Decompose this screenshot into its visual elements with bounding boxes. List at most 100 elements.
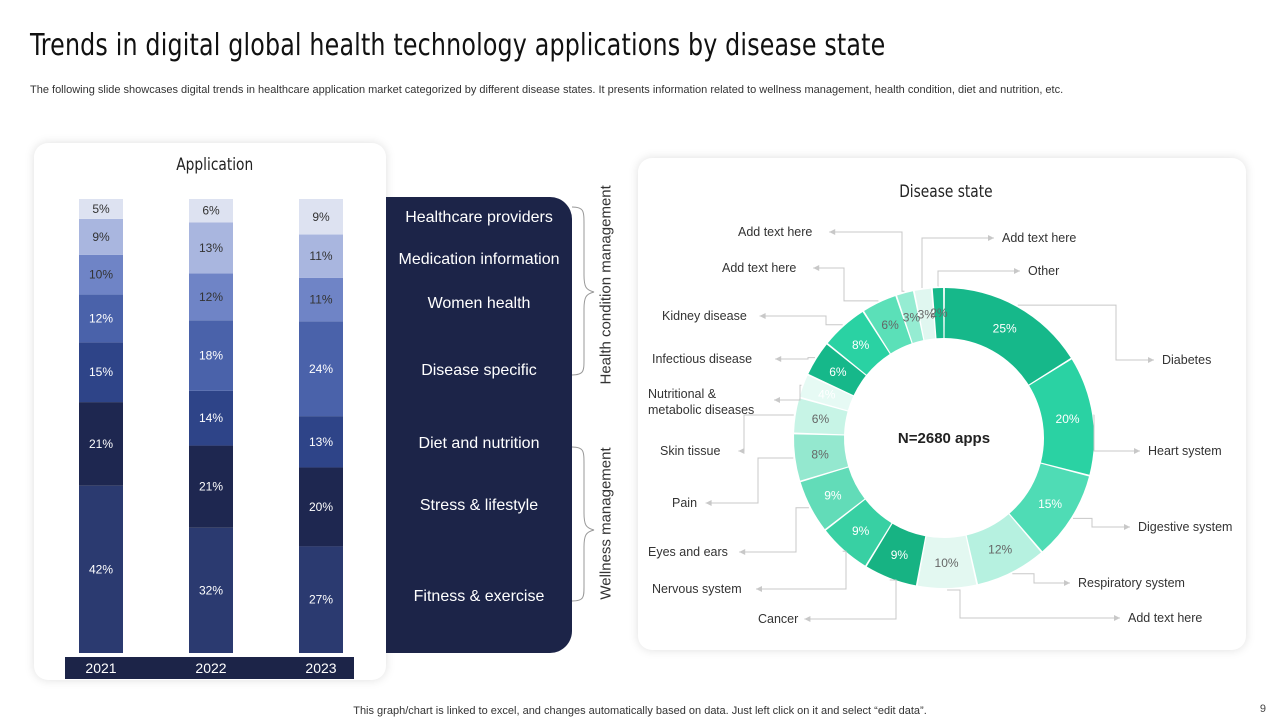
callout-line-11 xyxy=(775,357,816,360)
callout-arrow-4 xyxy=(1114,615,1120,621)
callout-label-13-add-text-here: Add text here xyxy=(722,261,796,275)
donut-slice-0-diabetes xyxy=(944,288,1071,385)
donut-slice-3-respiratory-system xyxy=(966,514,1042,585)
donut-slice-8-pain xyxy=(794,434,849,481)
donut-slice-7-eyes-and-ears xyxy=(800,467,865,530)
callout-arrow-9 xyxy=(738,448,745,454)
bar-segment-2023-healthcare-providers xyxy=(299,199,343,235)
callout-arrow-0 xyxy=(1148,357,1154,363)
callout-label-5-cancer: Cancer xyxy=(758,612,798,626)
callout-line-13 xyxy=(813,267,879,302)
panel-item-women-health: Women health xyxy=(427,295,531,312)
donut-percent-6: 9% xyxy=(852,524,870,538)
bar-label-2023-diet-and-nutrition: 13% xyxy=(309,435,333,449)
callout-line-12 xyxy=(759,315,843,326)
bar-label-2021-disease-specific: 12% xyxy=(89,311,113,325)
brace-health-condition xyxy=(571,206,595,376)
donut-slice-12-kidney-disease xyxy=(827,312,890,375)
bar-label-2022-medication-information: 13% xyxy=(199,241,223,255)
donut-slice-16-other xyxy=(932,288,944,339)
bar-label-2022-fitness-exercise: 32% xyxy=(199,583,223,597)
callout-arrow-13 xyxy=(813,265,820,271)
callout-label-14-add-text-here: Add text here xyxy=(738,225,812,239)
panel-item-stress-lifestyle: Stress & lifestyle xyxy=(419,497,539,514)
donut-percent-8: 8% xyxy=(811,447,829,461)
bar-label-2023-stress-lifestyle: 20% xyxy=(309,500,333,514)
year-label-2022: 2022 xyxy=(195,660,226,676)
callout-line-5 xyxy=(804,579,897,620)
callout-label-10-nutritional-metabolic-diseases: Nutritional & metabolic diseases xyxy=(648,387,754,417)
bar-label-2021-stress-lifestyle: 21% xyxy=(89,437,113,451)
bar-label-2023-medication-information: 11% xyxy=(309,249,332,263)
bar-segment-2023-disease-specific xyxy=(299,321,343,417)
brace-group xyxy=(571,206,595,602)
callout-line-1 xyxy=(1093,414,1140,452)
page-number: 9 xyxy=(1259,703,1266,715)
donut-slice-9-skin-tissue xyxy=(794,398,848,435)
callout-arrow-16 xyxy=(1014,268,1020,274)
callout-label-0-diabetes: Diabetes xyxy=(1162,353,1211,367)
donut-percent-0: 25% xyxy=(993,322,1017,336)
donut-slice-4-add-text-here xyxy=(917,535,977,589)
callout-line-6 xyxy=(756,550,847,590)
bar-segment-2021-disease-specific xyxy=(79,294,123,343)
bar-segment-2022-disease-specific xyxy=(189,320,233,391)
panel-item-fitness-exercise: Fitness & exercise xyxy=(413,588,545,605)
donut-percent-15: 3% xyxy=(918,307,936,321)
bar-segment-2021-medication-information xyxy=(79,218,123,255)
donut-percent-2: 15% xyxy=(1038,497,1062,511)
callout-arrow-11 xyxy=(775,356,782,362)
donut-slice-2-digestive-system xyxy=(1009,463,1089,552)
bar-segment-2022-fitness-exercise xyxy=(189,527,233,653)
panel-item-healthcare-providers: Healthcare providers xyxy=(405,209,553,226)
callout-arrow-10 xyxy=(774,397,780,403)
bar-segment-2021-women-health xyxy=(79,254,123,295)
callout-label-7-eyes-and-ears: Eyes and ears xyxy=(648,545,728,559)
donut-percent-12: 8% xyxy=(852,338,870,352)
panel-item-diet-and-nutrition: Diet and nutrition xyxy=(418,435,540,452)
donut-percent-11: 6% xyxy=(829,365,847,379)
callout-label-11-infectious-disease: Infectious disease xyxy=(652,352,752,366)
disease-state-title: Disease state xyxy=(899,182,993,202)
callout-line-15 xyxy=(921,237,994,289)
application-chart-card: Application 42% 21% 15% 12% 10% 9% 5% 2021 32% 21… xyxy=(34,143,386,680)
page-title: Trends in digital global health technolo… xyxy=(30,28,886,63)
callout-arrow-15 xyxy=(988,235,994,241)
bar-segment-2021-stress-lifestyle xyxy=(79,402,123,486)
donut-percent-1: 20% xyxy=(1056,412,1080,426)
bar-segment-2023-diet-and-nutrition xyxy=(299,416,343,468)
bar-label-2023-fitness-exercise: 27% xyxy=(309,593,333,607)
callout-label-8-pain: Pain xyxy=(672,496,697,510)
callout-arrow-12 xyxy=(759,313,766,319)
callout-label-2-digestive-system: Digestive system xyxy=(1138,520,1232,534)
bar-label-2021-diet-and-nutrition: 15% xyxy=(89,365,113,379)
bar-segment-2023-medication-information xyxy=(299,234,343,278)
callout-line-16 xyxy=(937,270,1020,287)
donut-slice-11-infectious-disease xyxy=(808,344,866,396)
callout-label-1-heart-system: Heart system xyxy=(1148,444,1222,458)
disease-state-card: Disease state 25% Diabetes 20% Heart system… xyxy=(638,158,1246,650)
donut-slice-10-nutritional-metabolic-diseases xyxy=(799,375,854,411)
panel-item-medication-information: Medication information xyxy=(398,251,560,268)
donut-slice-5-cancer xyxy=(866,523,926,586)
bar-label-2021-fitness-exercise: 42% xyxy=(89,562,113,576)
bar-label-2022-healthcare-providers: 6% xyxy=(202,204,220,218)
bar-segment-2023-women-health xyxy=(299,277,343,322)
wellness-management-label: Wellness management xyxy=(597,447,615,600)
donut-percent-10: 4% xyxy=(818,388,836,402)
callout-arrow-3 xyxy=(1064,580,1070,586)
donut-percent-9: 6% xyxy=(812,412,830,426)
callout-arrow-2 xyxy=(1124,524,1130,530)
bar-label-2022-disease-specific: 18% xyxy=(199,349,223,363)
callout-line-0 xyxy=(1017,304,1154,361)
callout-line-14 xyxy=(829,231,905,292)
callout-line-9 xyxy=(738,414,794,452)
application-chart-title: Application xyxy=(176,155,254,175)
panel-item-disease-specific: Disease specific xyxy=(421,362,537,379)
callout-line-8 xyxy=(705,457,794,504)
year-label-2023: 2023 xyxy=(305,660,336,676)
donut-center-label: N=2680 apps xyxy=(898,430,990,447)
donut-slice-15-add-text-here xyxy=(914,288,936,340)
callout-label-16-other: Other xyxy=(1028,264,1059,278)
bar-label-2023-women-health: 11% xyxy=(309,293,332,307)
